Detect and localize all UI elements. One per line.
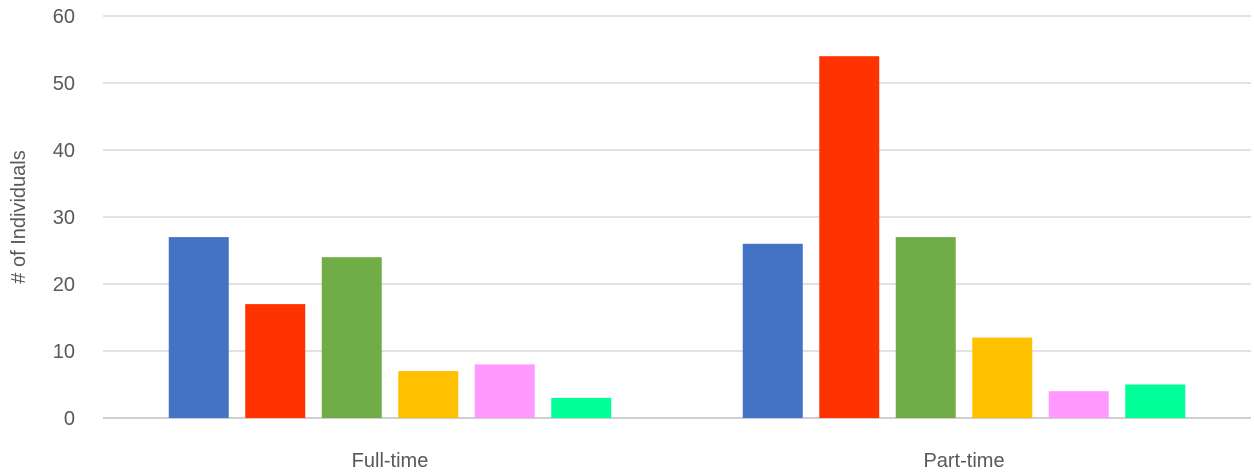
- bar: [245, 304, 306, 418]
- y-tick-label: 50: [53, 73, 75, 95]
- bar: [398, 371, 459, 418]
- bar: [1048, 391, 1109, 418]
- bar: [819, 56, 880, 418]
- bar: [321, 257, 382, 418]
- y-tick-label: 40: [53, 140, 75, 162]
- bar: [551, 397, 612, 418]
- y-tick-label: 20: [53, 274, 75, 296]
- bar: [474, 364, 535, 418]
- bar: [895, 237, 956, 418]
- y-tick-label: 10: [53, 341, 75, 363]
- x-axis-categories: Full-time Part-time: [352, 450, 1005, 472]
- bars: [168, 56, 1186, 418]
- y-tick-label: 60: [53, 6, 75, 28]
- y-tick-label: 30: [53, 207, 75, 229]
- x-category-label: Full-time: [352, 450, 429, 472]
- bar: [168, 237, 229, 418]
- y-axis-ticks: 0 10 20 30 40 50 60: [53, 6, 75, 430]
- y-axis-title: # of Individuals: [8, 150, 30, 283]
- bar: [742, 243, 803, 418]
- x-category-label: Part-time: [923, 450, 1004, 472]
- bar: [972, 337, 1033, 418]
- y-tick-label: 0: [64, 408, 75, 430]
- bar: [1125, 384, 1186, 418]
